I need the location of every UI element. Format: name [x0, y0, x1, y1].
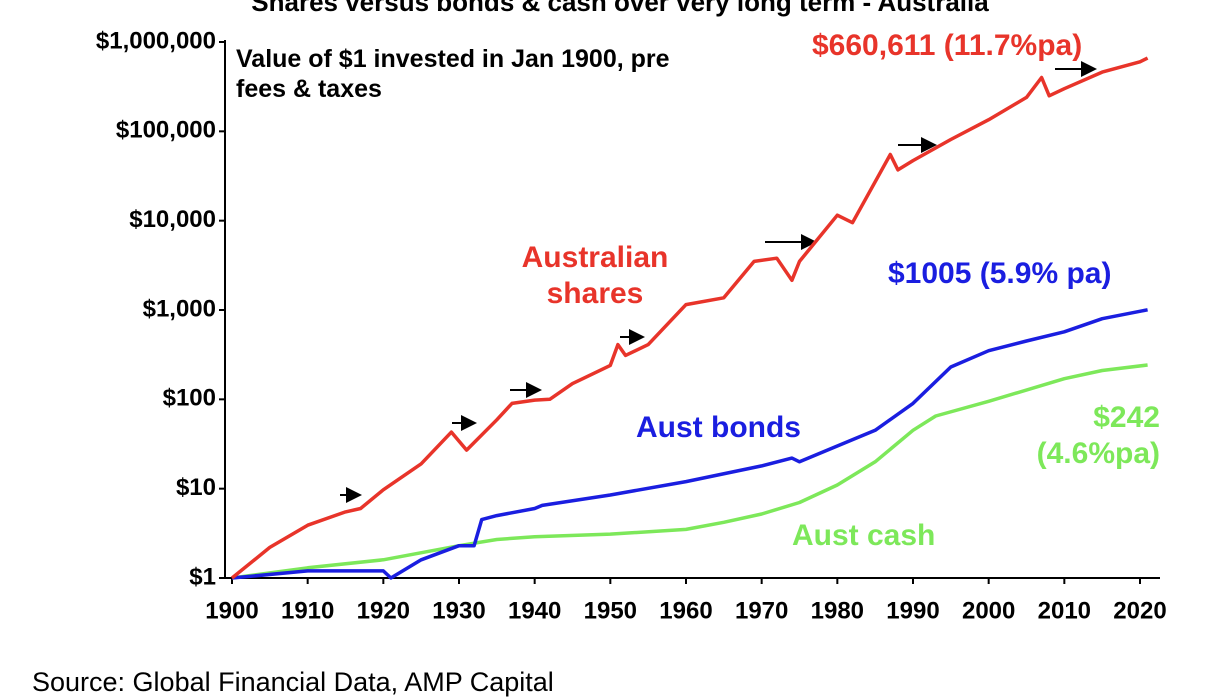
y-tick-label: $1	[189, 563, 216, 590]
x-tick-label: 2000	[962, 597, 1015, 624]
x-tick-label: 1910	[281, 597, 334, 624]
x-tick-label: 1980	[811, 597, 864, 624]
x-tick-label: 2020	[1113, 597, 1166, 624]
y-tick-label: $100,000	[116, 117, 216, 144]
chart-title: Shares versus bonds & cash over very lon…	[251, 0, 989, 17]
x-tick-label: 1970	[735, 597, 788, 624]
series-line	[230, 56, 1149, 580]
series-label: Australian shares	[521, 241, 669, 310]
note: Value of $1 invested in Jan 1900, pre fe…	[236, 45, 670, 103]
series-label: Aust bonds	[636, 411, 801, 444]
y-tick-label: $10,000	[129, 206, 216, 233]
series-label: Aust cash	[792, 519, 936, 552]
y-tick-label: $10	[176, 474, 216, 501]
x-tick-label: 1900	[205, 597, 258, 624]
x-tick-label: 1950	[584, 597, 637, 624]
series-line	[231, 308, 1148, 580]
y-tick-label: $1,000	[143, 295, 216, 322]
x-tick-label: 1940	[508, 597, 561, 624]
arrows	[340, 61, 1097, 503]
x-tick-label: 1920	[357, 597, 410, 624]
x-tick-label: 1930	[432, 597, 485, 624]
y-tick-label: $100	[163, 385, 216, 412]
shares-end-label: $660,611 (11.7%pa)	[812, 29, 1083, 62]
x-tick-label: 1960	[659, 597, 712, 624]
x-tick-label: 2010	[1038, 597, 1091, 624]
bonds-end-label: $1005 (5.9% pa)	[888, 257, 1112, 290]
source: Source: Global Financial Data, AMP Capit…	[32, 667, 554, 697]
x-tick-label: 1990	[886, 597, 939, 624]
cash-end-label: $242 (4.6%pa)	[1036, 401, 1160, 470]
y-tick-label: $1,000,000	[96, 27, 216, 54]
